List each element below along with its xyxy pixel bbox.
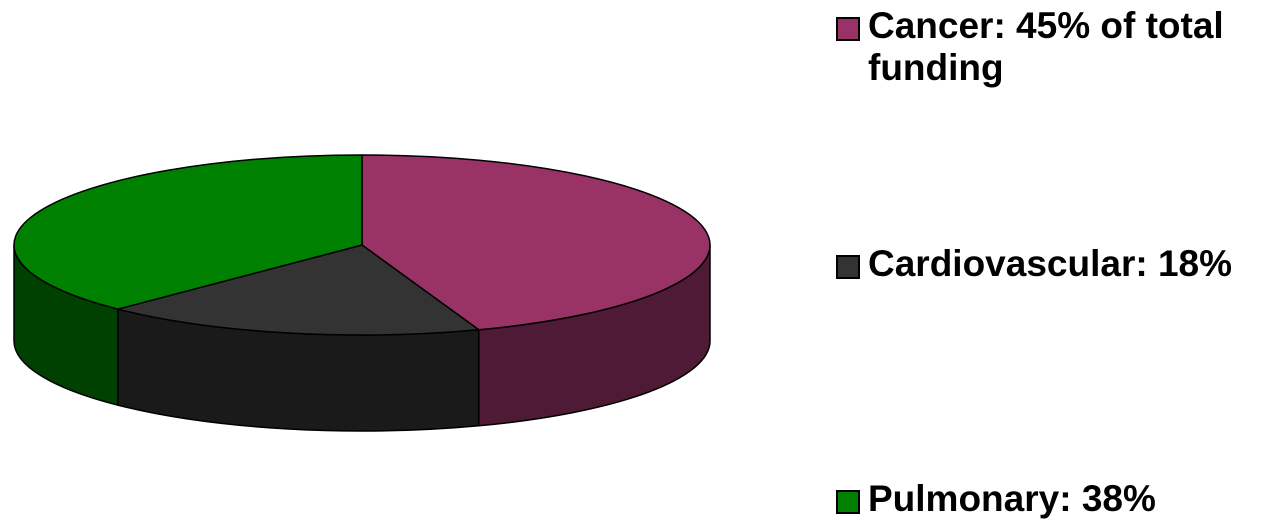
legend-entry-cancer: Cancer: 45% of total funding <box>836 5 1278 89</box>
pie-slice-cardiovascular <box>117 244 480 336</box>
pie-sides <box>13 244 711 432</box>
legend-swatch-cardiovascular <box>836 255 860 279</box>
legend-entry-cardiovascular: Cardiovascular: 18% <box>836 243 1278 285</box>
pie-slice-cancer <box>361 154 711 331</box>
legend-label-cancer: Cancer: 45% of total funding <box>868 5 1224 88</box>
legend-swatch-cancer <box>836 17 860 41</box>
legend-entry-pulmonary: Pulmonary: 38% <box>836 478 1278 520</box>
legend-swatch-pulmonary <box>836 490 860 514</box>
pie-chart <box>13 154 711 432</box>
pie-tops <box>13 154 711 336</box>
pie-slice-pulmonary <box>13 154 363 310</box>
legend-label-pulmonary: Pulmonary: 38% <box>868 478 1156 519</box>
legend-label-cardiovascular: Cardiovascular: 18% <box>868 243 1233 284</box>
